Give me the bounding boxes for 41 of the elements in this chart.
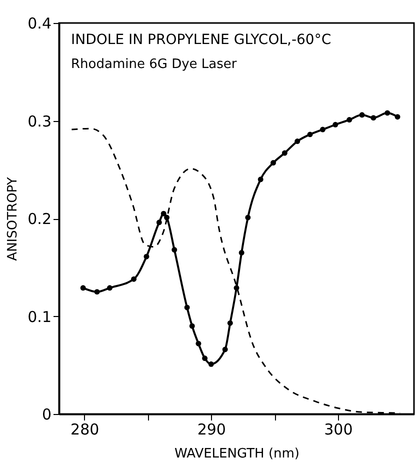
point: [172, 247, 178, 253]
point: [80, 285, 86, 291]
point: [282, 150, 288, 156]
y-tick-label: 0.4: [28, 14, 52, 32]
point: [332, 122, 338, 128]
point: [196, 340, 202, 346]
point: [208, 361, 214, 367]
point: [131, 276, 137, 282]
y-tick-label: 0.2: [28, 210, 52, 228]
point: [202, 356, 208, 362]
point: [160, 210, 166, 216]
point: [320, 126, 326, 132]
point: [227, 320, 233, 326]
point: [94, 289, 100, 295]
point: [384, 110, 390, 116]
x-axis-title: WAVELENGTH (nm): [174, 446, 300, 462]
point: [307, 132, 313, 138]
point: [184, 304, 190, 310]
text: Rhodamine 6G Dye Laser: [71, 57, 238, 72]
point: [238, 250, 244, 256]
point: [394, 114, 400, 120]
point: [245, 214, 251, 220]
point: [270, 160, 276, 166]
y-tick-label: 0.3: [28, 112, 52, 130]
point: [189, 323, 195, 329]
point: [222, 346, 228, 352]
y-tick-label: 0.1: [28, 308, 52, 326]
y-axis-title: ANISOTROPY: [6, 177, 21, 261]
point: [359, 112, 365, 118]
point: [156, 220, 162, 226]
point: [106, 285, 112, 291]
point: [258, 176, 264, 182]
text: INDOLE IN PROPYLENE GLYCOL,-60°C: [71, 32, 332, 48]
point: [144, 254, 150, 260]
point: [346, 117, 352, 123]
x-tick-label: 280: [70, 420, 100, 438]
x-tick-label: 290: [197, 420, 226, 438]
point: [294, 138, 300, 144]
point: [370, 115, 376, 121]
y-tick-label: 0: [42, 406, 52, 424]
x-tick-label: 300: [324, 420, 353, 438]
